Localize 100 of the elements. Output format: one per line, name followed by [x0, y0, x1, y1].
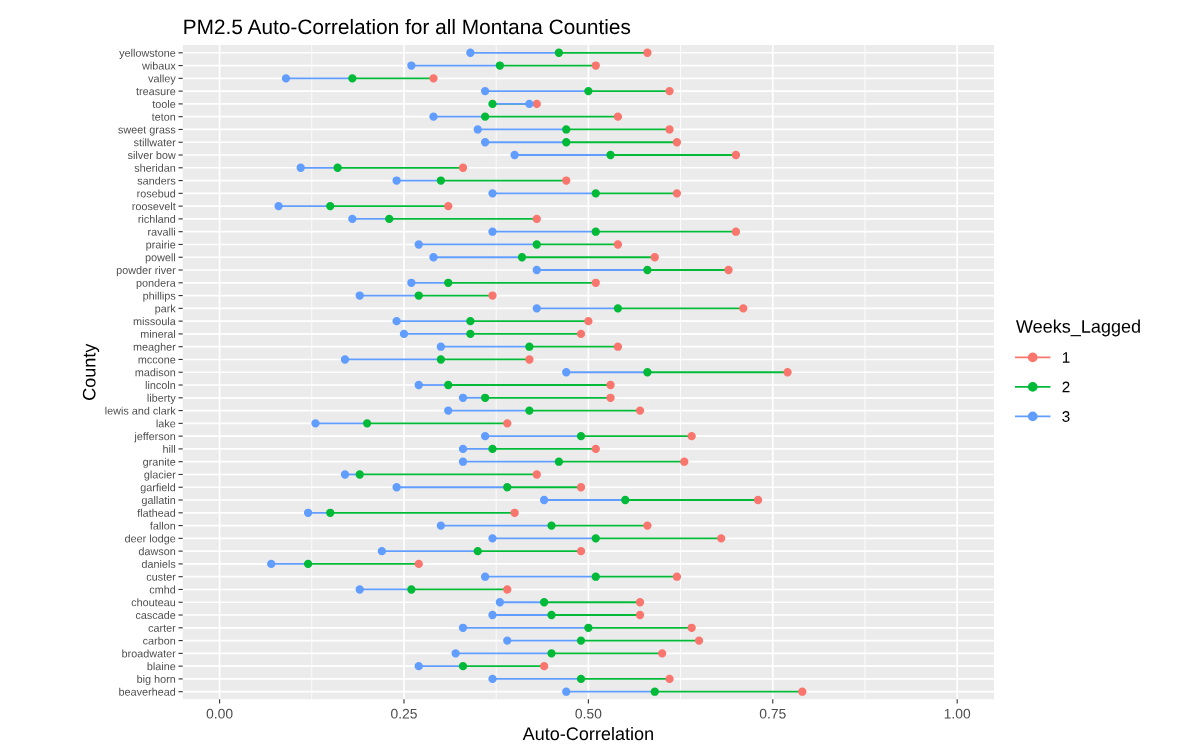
point [643, 48, 652, 57]
y-tick-label: meagher [133, 342, 176, 353]
point [503, 419, 512, 428]
point [635, 598, 645, 607]
point [429, 253, 438, 262]
point [547, 649, 556, 658]
point [532, 214, 541, 224]
point [340, 355, 350, 364]
y-tick-label: carbon [143, 636, 176, 645]
y-tick-label: sanders [137, 176, 176, 185]
point [643, 265, 652, 275]
point [466, 316, 475, 326]
point [650, 687, 659, 696]
point [576, 483, 586, 492]
point [495, 61, 505, 70]
point [458, 393, 468, 402]
point [414, 240, 423, 249]
point [436, 355, 446, 364]
y-tick-label: garfield [140, 483, 176, 494]
point [716, 534, 726, 543]
point [466, 329, 475, 339]
point [562, 687, 571, 696]
point [525, 99, 534, 109]
point [525, 355, 534, 364]
point [643, 521, 652, 530]
y-tick-label: missoula [133, 317, 176, 326]
point [731, 227, 741, 236]
y-tick-label: rosebud [137, 189, 176, 198]
point [591, 189, 600, 198]
y-tick-label: roosevelt [132, 202, 176, 211]
point [480, 112, 490, 121]
chart-title: PM2.5 Auto-Correlation for all Montana Counties [184, 18, 631, 35]
y-tick-label: jefferson [134, 432, 176, 443]
point [525, 406, 534, 415]
y-tick-label: lewis and clark [105, 406, 176, 415]
y-tick-label: silver bow [127, 151, 176, 160]
y-tick-label: valley [148, 74, 176, 85]
point [355, 585, 364, 594]
point [525, 342, 534, 351]
y-tick-label: lincoln [145, 381, 176, 390]
point [326, 201, 335, 211]
point [444, 278, 453, 287]
point [377, 546, 387, 556]
y-tick-label: park [155, 304, 176, 315]
point [687, 431, 696, 441]
point [591, 444, 600, 454]
point [458, 444, 468, 454]
point [584, 623, 593, 632]
point [510, 508, 519, 517]
point [458, 623, 468, 632]
point [444, 406, 453, 415]
point [613, 304, 623, 313]
point [591, 572, 600, 581]
y-tick-label: granite [143, 457, 176, 468]
point [480, 572, 490, 581]
point [407, 585, 416, 594]
point [643, 368, 652, 377]
point [562, 138, 571, 147]
point [554, 48, 564, 57]
point [510, 150, 519, 160]
point [333, 163, 342, 172]
point [591, 61, 600, 70]
point [355, 470, 364, 479]
point [672, 138, 682, 147]
y-tick-label: lake [156, 419, 176, 428]
y-tick-label: sweet grass [118, 126, 176, 136]
legend-title: Weeks_Lagged [1016, 319, 1140, 337]
point [480, 431, 490, 441]
point [414, 291, 423, 300]
point [532, 265, 541, 275]
x-tick-label: 0.75 [759, 708, 786, 719]
x-tick-label: 1.00 [944, 708, 971, 719]
point [458, 661, 468, 671]
point [753, 495, 763, 505]
point [547, 610, 556, 620]
y-tick-label: liberty [147, 393, 176, 404]
point [613, 342, 623, 351]
point [495, 598, 505, 607]
y-tick-label: powell [145, 253, 176, 264]
point [584, 316, 593, 326]
point [591, 534, 600, 543]
point [488, 291, 497, 300]
point [798, 687, 807, 696]
point [473, 125, 482, 134]
point [532, 240, 541, 249]
point [591, 227, 600, 236]
y-tick-label: chouteau [131, 598, 176, 607]
point [480, 138, 490, 147]
point [326, 508, 335, 517]
point [576, 636, 586, 645]
point [731, 150, 741, 160]
point [606, 393, 615, 402]
point [503, 585, 512, 594]
point [783, 368, 792, 377]
point [399, 329, 409, 339]
point [407, 278, 416, 287]
y-tick-label: ravalli [148, 227, 176, 236]
point [680, 457, 689, 466]
y-tick-label: yellowstone [119, 48, 176, 59]
point [348, 74, 357, 83]
